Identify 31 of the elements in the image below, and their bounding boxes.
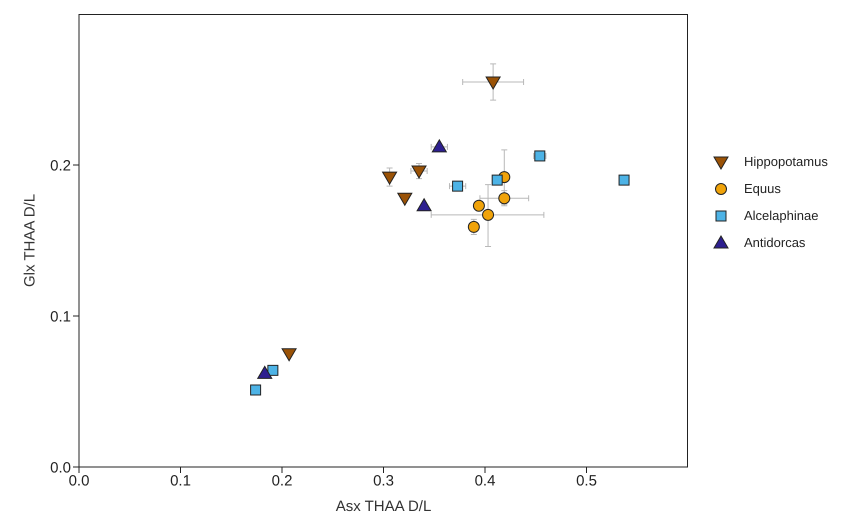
point — [382, 172, 398, 185]
point — [452, 180, 464, 192]
point — [486, 76, 501, 90]
y-axis-title: Glx THAA D/L — [21, 194, 38, 288]
x-tick-label: 0.1 — [170, 472, 191, 490]
x-tick-label: 0.2 — [272, 472, 292, 490]
point — [468, 220, 480, 233]
y-tick-label: 0.1 — [50, 308, 71, 326]
x-tick-label: 0.3 — [373, 472, 394, 490]
point — [482, 208, 494, 221]
point — [257, 366, 272, 379]
point — [416, 198, 432, 212]
x-axis-title: Asx THAA D/L — [336, 498, 432, 515]
point — [492, 174, 503, 186]
point — [472, 200, 485, 212]
point — [412, 166, 427, 179]
legend-label: Equus — [744, 181, 781, 196]
point — [618, 174, 630, 186]
x-tick-label: 0.5 — [576, 472, 597, 490]
y-tick-label: 0.2 — [50, 157, 71, 174]
point — [282, 348, 297, 362]
x-tick-label: 0.4 — [474, 472, 496, 490]
point — [267, 364, 278, 376]
legend-label: Alcelaphinae — [744, 208, 818, 223]
point — [250, 384, 262, 396]
y-tick-label: 0.0 — [50, 459, 71, 476]
point — [397, 192, 412, 206]
legend-label: Antidorcas — [744, 235, 806, 250]
legend-label: Hippopotamus — [744, 154, 828, 169]
point — [432, 139, 447, 152]
x-tick-label: 0.0 — [68, 472, 90, 490]
